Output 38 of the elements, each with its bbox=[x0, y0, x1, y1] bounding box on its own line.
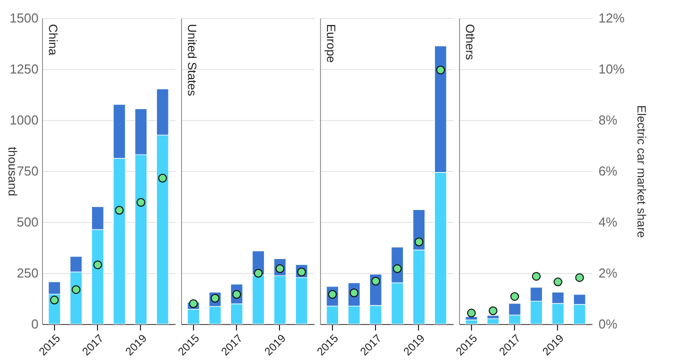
point bbox=[532, 272, 541, 281]
point bbox=[467, 308, 476, 318]
y2-axis-title: Electric car market share bbox=[634, 105, 649, 238]
point bbox=[254, 268, 263, 278]
y-tick-label: 750 bbox=[16, 164, 38, 178]
y2-tick-label: 8% bbox=[598, 112, 618, 128]
point bbox=[371, 276, 380, 286]
point bbox=[488, 306, 498, 316]
y2-tick-label: 12% bbox=[598, 10, 625, 26]
point bbox=[114, 206, 124, 215]
bar bbox=[465, 320, 478, 324]
y2-tick-label: 0% bbox=[598, 316, 618, 332]
point bbox=[72, 285, 80, 294]
point bbox=[189, 299, 198, 308]
point bbox=[50, 296, 59, 304]
y-tick-label: 1500 bbox=[10, 10, 38, 26]
y2-tick-label: 2% bbox=[598, 266, 618, 280]
point bbox=[158, 174, 167, 183]
point bbox=[554, 278, 562, 286]
text: Others bbox=[463, 24, 477, 60]
point bbox=[414, 238, 424, 246]
y2-tick-label: 10% bbox=[598, 62, 625, 76]
y-tick-label: 1000 bbox=[10, 112, 38, 128]
text: Europe bbox=[324, 24, 338, 64]
point bbox=[136, 198, 146, 207]
point bbox=[93, 260, 102, 270]
bar bbox=[486, 318, 500, 324]
y-tick-label: 0 bbox=[31, 316, 38, 332]
y2-tick-label: 6% bbox=[598, 164, 618, 178]
text: China bbox=[46, 24, 60, 56]
y2-tick-label: 4% bbox=[598, 214, 618, 230]
y-tick-label: 500 bbox=[16, 214, 38, 230]
point bbox=[436, 66, 445, 74]
y-tick-label: 250 bbox=[16, 266, 38, 280]
point bbox=[575, 273, 584, 282]
point bbox=[510, 292, 520, 301]
text: United States bbox=[185, 24, 199, 96]
y-tick-label: 1250 bbox=[10, 62, 38, 76]
